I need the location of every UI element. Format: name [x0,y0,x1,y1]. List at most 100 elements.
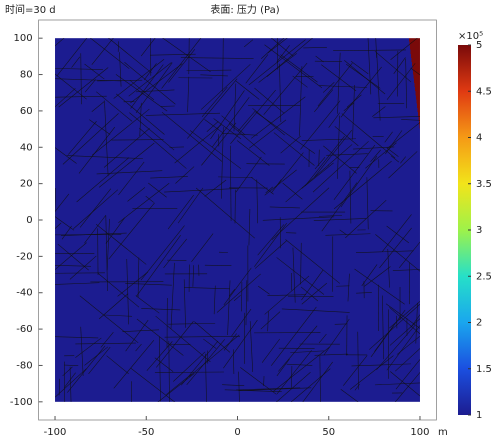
fracture [137,257,140,298]
fracture [389,318,420,346]
fracture [106,218,110,271]
fracture [370,325,394,358]
fracture [62,366,73,377]
fracture [340,389,359,402]
fracture [195,187,256,239]
fracture [141,308,181,311]
fracture [354,268,405,305]
fracture [58,67,109,108]
colorbar-tick-label: 3.5 [476,179,492,190]
fracture [55,222,62,229]
fracture [302,361,333,402]
fracture [230,89,276,144]
fracture [271,306,317,366]
fracture [130,367,175,402]
fracture [303,47,327,49]
fracture [314,89,334,113]
fracture [103,128,150,168]
fracture [271,38,294,57]
fracture [168,49,196,83]
fracture [319,355,321,402]
fracture [210,90,245,140]
fracture [373,116,420,119]
fracture [314,156,326,170]
fracture [254,87,285,114]
fracture [66,155,143,159]
fracture [118,161,145,196]
fracture [174,124,222,164]
fracture [333,49,406,51]
y-tick-label: -60 [16,324,32,335]
fracture [290,350,324,353]
fracture [189,130,242,169]
colorbar-tick-label: 1.5 [476,364,492,375]
y-tick-label: 40 [20,142,33,153]
fracture [400,156,406,164]
colorbar-tick-label: 3 [476,225,482,236]
fracture [312,141,369,193]
fracture [79,188,112,228]
colorbar-tick-label: 4.5 [476,86,492,97]
fracture [55,78,122,82]
fracture [227,280,231,336]
fracture [249,119,287,149]
fracture [75,342,136,345]
fracture [285,239,341,284]
fracture [386,225,410,244]
fracture [386,325,420,371]
fracture [222,38,224,92]
fracture [245,54,269,84]
fracture [384,131,393,143]
colorbar [458,45,471,415]
fracture [231,308,252,337]
fracture [75,337,102,358]
fracture [260,38,285,59]
fracture [317,62,353,107]
fracture [393,57,406,74]
fracture [156,321,194,368]
fracture [235,156,262,193]
fracture [55,73,87,100]
fracture [388,151,418,179]
fracture [84,214,107,244]
fracture [375,234,420,272]
fracture [135,62,173,114]
fracture [245,280,248,326]
fracture [304,135,345,187]
fracture [71,56,81,68]
fracture [281,308,350,313]
fracture [194,321,231,353]
fracture [235,80,260,100]
y-tick-label: 80 [20,70,33,81]
fracture [108,202,155,260]
fracture [69,366,72,402]
fracture [164,336,241,338]
x-unit: m [438,427,448,438]
fracture [314,353,348,356]
fracture [240,367,277,395]
fracture [126,259,129,325]
fracture [106,355,129,375]
fracture [184,287,230,290]
fracture [392,269,420,271]
fracture [395,348,420,372]
time-label: 时间=30 d [5,3,56,16]
fracture [385,130,403,155]
chart-title: 表面: 压力 (Pa) [210,3,279,16]
fracture [323,318,350,356]
fracture [113,59,165,99]
fracture [177,187,204,224]
fracture [272,346,330,392]
fracture [55,265,91,267]
fracture [183,279,186,328]
fracture [163,238,188,268]
fracture [319,85,368,88]
fracture [154,357,174,372]
fracture [62,113,119,165]
fracture [113,339,155,389]
fracture [328,112,341,128]
fracture [318,214,343,217]
fracture [261,338,280,363]
x-tick-label: -50 [138,427,154,438]
